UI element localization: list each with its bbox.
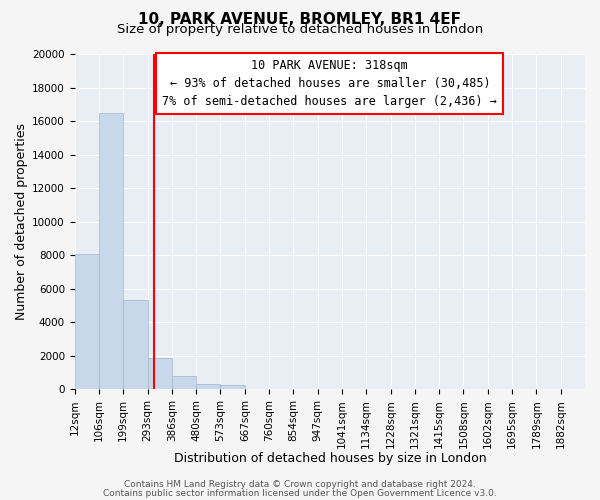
- Text: Size of property relative to detached houses in London: Size of property relative to detached ho…: [117, 22, 483, 36]
- Bar: [148, 358, 172, 390]
- Text: 10 PARK AVENUE: 318sqm
← 93% of detached houses are smaller (30,485)
7% of semi-: 10 PARK AVENUE: 318sqm ← 93% of detached…: [163, 59, 497, 108]
- Y-axis label: Number of detached properties: Number of detached properties: [15, 123, 28, 320]
- Bar: [123, 300, 148, 390]
- Bar: [220, 385, 245, 390]
- Text: Contains HM Land Registry data © Crown copyright and database right 2024.: Contains HM Land Registry data © Crown c…: [124, 480, 476, 489]
- Bar: [99, 112, 123, 390]
- Text: Contains public sector information licensed under the Open Government Licence v3: Contains public sector information licen…: [103, 488, 497, 498]
- X-axis label: Distribution of detached houses by size in London: Distribution of detached houses by size …: [173, 452, 486, 465]
- Bar: [172, 376, 196, 390]
- Text: 10, PARK AVENUE, BROMLEY, BR1 4EF: 10, PARK AVENUE, BROMLEY, BR1 4EF: [139, 12, 461, 28]
- Bar: [74, 254, 99, 390]
- Bar: [196, 384, 220, 390]
